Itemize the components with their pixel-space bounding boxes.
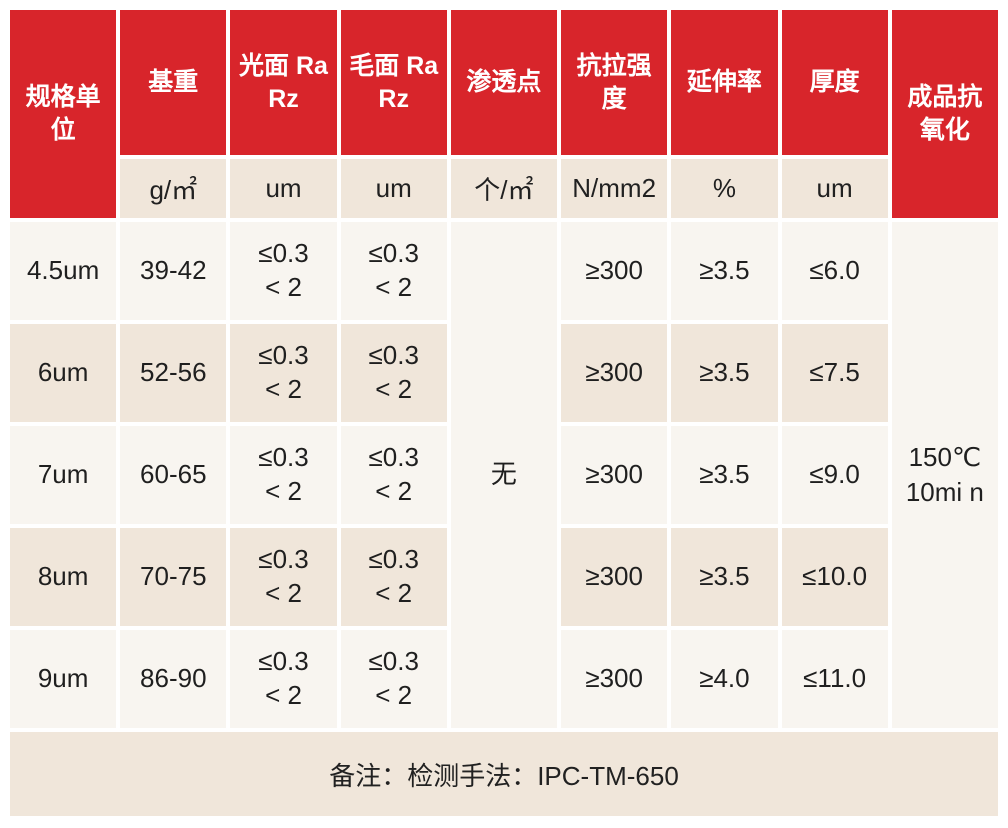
- header-product-antioxidation: 成品抗 氧化: [891, 10, 998, 218]
- cell-matte: ≤0.3 < 2: [340, 222, 447, 320]
- cell-elongation: ≥3.5: [671, 426, 778, 524]
- cell-shiny: ≤0.3 < 2: [230, 324, 337, 422]
- header-elongation: 延伸率: [671, 10, 778, 155]
- cell-elongation: ≥4.0: [671, 630, 778, 728]
- header-spec-unit: 规格单 位: [10, 10, 117, 218]
- unit-thickness: um: [781, 159, 888, 218]
- header-thickness: 厚度: [781, 10, 888, 155]
- unit-shiny-side: um: [230, 159, 337, 218]
- unit-matte-side: um: [340, 159, 447, 218]
- header-penetration-point: 渗透点: [450, 10, 558, 155]
- cell-tensile: ≥300: [561, 528, 668, 626]
- header-base-weight: 基重: [120, 10, 227, 155]
- cell-thickness: ≤9.0: [781, 426, 888, 524]
- cell-weight: 39-42: [120, 222, 227, 320]
- cell-matte: ≤0.3 < 2: [340, 324, 447, 422]
- cell-thickness: ≤11.0: [781, 630, 888, 728]
- cell-shiny: ≤0.3 < 2: [230, 528, 337, 626]
- header-tensile-strength: 抗拉强 度: [561, 10, 668, 155]
- table-row: 8um 70-75 ≤0.3 < 2 ≤0.3 < 2 ≥300 ≥3.5 ≤1…: [10, 528, 998, 626]
- cell-weight: 70-75: [120, 528, 227, 626]
- unit-elongation: %: [671, 159, 778, 218]
- unit-tensile-strength: N/mm2: [561, 159, 668, 218]
- cell-tensile: ≥300: [561, 630, 668, 728]
- cell-thickness: ≤6.0: [781, 222, 888, 320]
- cell-elongation: ≥3.5: [671, 528, 778, 626]
- cell-penetration-merged: 无: [450, 222, 558, 728]
- cell-elongation: ≥3.5: [671, 324, 778, 422]
- cell-matte: ≤0.3 < 2: [340, 630, 447, 728]
- header-shiny-side-ra-rz: 光面 Ra Rz: [230, 10, 337, 155]
- cell-spec: 7um: [10, 426, 117, 524]
- cell-spec: 9um: [10, 630, 117, 728]
- cell-shiny: ≤0.3 < 2: [230, 630, 337, 728]
- cell-tensile: ≥300: [561, 324, 668, 422]
- header-row: 规格单 位 基重 光面 Ra Rz 毛面 Ra Rz 渗透点 抗拉强 度 延伸率…: [10, 10, 998, 218]
- cell-weight: 86-90: [120, 630, 227, 728]
- cell-spec: 8um: [10, 528, 117, 626]
- cell-spec: 6um: [10, 324, 117, 422]
- cell-weight: 60-65: [120, 426, 227, 524]
- table-row: 6um 52-56 ≤0.3 < 2 ≤0.3 < 2 ≥300 ≥3.5 ≤7…: [10, 324, 998, 422]
- cell-weight: 52-56: [120, 324, 227, 422]
- cell-antioxidation-merged: 150℃ 10mi n: [891, 222, 998, 728]
- cell-matte: ≤0.3 < 2: [340, 426, 447, 524]
- cell-tensile: ≥300: [561, 426, 668, 524]
- cell-shiny: ≤0.3 < 2: [230, 426, 337, 524]
- unit-penetration: 个/㎡: [450, 159, 558, 218]
- spec-table: 规格单 位 基重 光面 Ra Rz 毛面 Ra Rz 渗透点 抗拉强 度 延伸率…: [6, 6, 1002, 820]
- header-matte-side-ra-rz: 毛面 Ra Rz: [340, 10, 447, 155]
- cell-elongation: ≥3.5: [671, 222, 778, 320]
- unit-base-weight: g/㎡: [120, 159, 227, 218]
- table-row: 9um 86-90 ≤0.3 < 2 ≤0.3 < 2 ≥300 ≥4.0 ≤1…: [10, 630, 998, 728]
- table-row: 7um 60-65 ≤0.3 < 2 ≤0.3 < 2 ≥300 ≥3.5 ≤9…: [10, 426, 998, 524]
- cell-shiny: ≤0.3 < 2: [230, 222, 337, 320]
- table-row: 4.5um 39-42 ≤0.3 < 2 ≤0.3 < 2 无 ≥300 ≥3.…: [10, 222, 998, 728]
- cell-spec: 4.5um: [10, 222, 117, 320]
- footer-row: 备注：检测手法：IPC-TM-650: [10, 732, 998, 816]
- cell-tensile: ≥300: [561, 222, 668, 320]
- cell-thickness: ≤10.0: [781, 528, 888, 626]
- cell-thickness: ≤7.5: [781, 324, 888, 422]
- cell-matte: ≤0.3 < 2: [340, 528, 447, 626]
- units-row: g/㎡ um um 个/㎡ N/mm2 % um: [10, 159, 998, 218]
- footer-note: 备注：检测手法：IPC-TM-650: [10, 732, 998, 816]
